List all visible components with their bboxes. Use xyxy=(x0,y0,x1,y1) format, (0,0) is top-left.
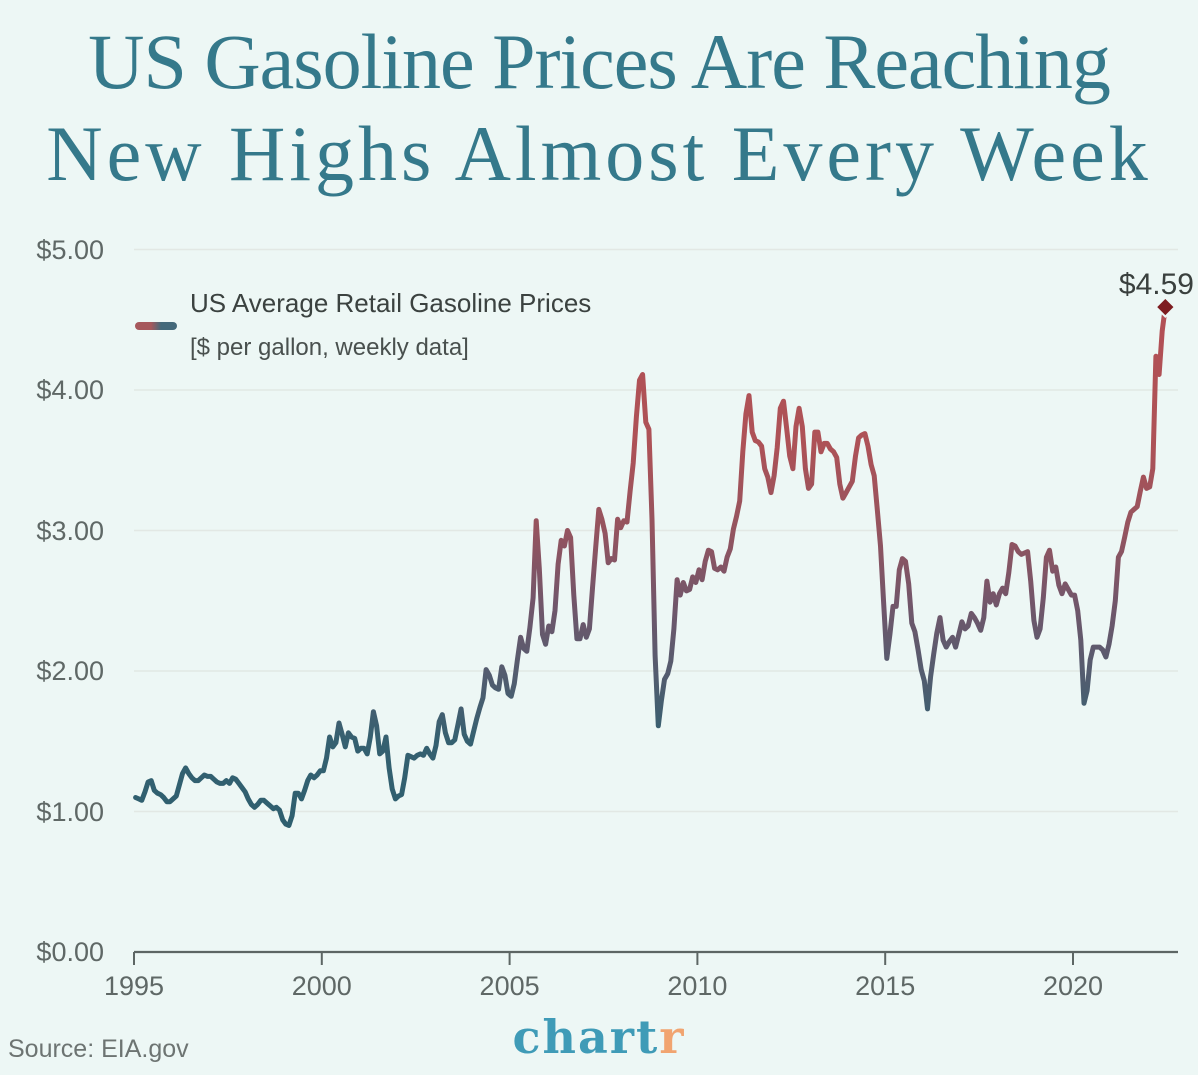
chartr-logo: chartr xyxy=(0,1010,1198,1064)
legend-label: US Average Retail Gasoline Prices xyxy=(190,288,592,318)
x-axis-label: 2020 xyxy=(1042,971,1104,1001)
logo-text-r: r xyxy=(659,1010,686,1064)
chart-title: US Gasoline Prices Are Reaching New Highs… xyxy=(0,16,1198,200)
chart-title-line2: New Highs Almost Every Week xyxy=(46,110,1152,198)
x-axis-label: 2005 xyxy=(479,971,540,1001)
y-axis-label: $2.00 xyxy=(36,656,104,686)
x-axis-label: 2015 xyxy=(855,971,916,1001)
latest-price-annotation: $4.59 xyxy=(1118,268,1194,301)
y-axis-label: $1.00 xyxy=(36,796,104,827)
legend-sublabel: [$ per gallon, weekly data] xyxy=(190,334,469,361)
y-axis-label: $4.00 xyxy=(36,375,104,405)
x-axis-label: 2000 xyxy=(291,971,352,1001)
x-axis-label: 1995 xyxy=(103,971,165,1001)
x-axis-label: 2010 xyxy=(667,971,728,1001)
x-axis xyxy=(133,950,1178,965)
y-axis-label: $3.00 xyxy=(36,515,104,546)
y-axis-label: $0.00 xyxy=(36,937,104,967)
gridlines xyxy=(134,248,1178,813)
gasoline-price-line xyxy=(133,304,1168,828)
price-line-series xyxy=(133,296,1177,828)
logo-text-chart: chart xyxy=(512,1010,660,1064)
chart-title-line1: US Gasoline Prices Are Reaching xyxy=(88,18,1111,105)
y-axis-label: $5.00 xyxy=(36,234,104,265)
legend-line-swatch xyxy=(135,322,177,330)
latest-price-diamond-marker xyxy=(1154,296,1177,319)
source-credit: Source: EIA.gov xyxy=(8,1035,189,1063)
